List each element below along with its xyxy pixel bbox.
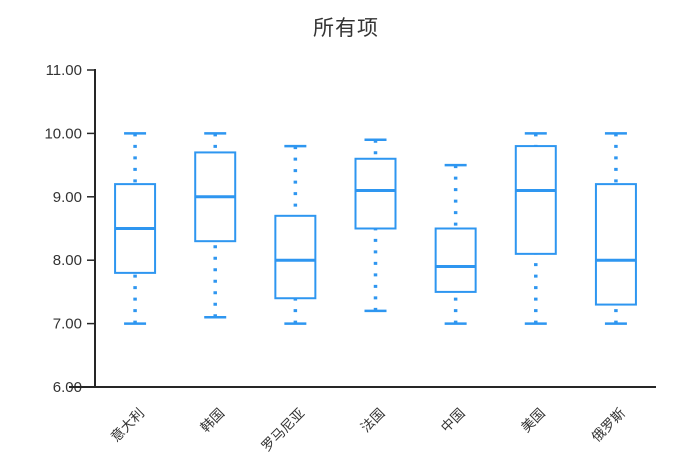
iqr-box [514, 145, 557, 255]
x-category-label: 俄罗斯 [589, 406, 628, 445]
y-tick-label: 8.00 [53, 252, 82, 269]
y-tick-label: 7.00 [53, 316, 82, 333]
iqr-box [434, 227, 477, 293]
x-category-label: 中国 [438, 406, 468, 436]
y-tick-label: 10.00 [44, 125, 82, 142]
x-category-label: 韩国 [198, 406, 228, 436]
y-tick-label: 9.00 [53, 189, 82, 206]
x-category-label: 美国 [518, 406, 548, 436]
x-category-label: 罗马尼亚 [259, 406, 308, 455]
x-category-label: 法国 [358, 406, 388, 436]
iqr-box [354, 157, 397, 230]
iqr-box [594, 183, 637, 306]
y-tick-label: 11.00 [46, 62, 82, 79]
iqr-box [274, 214, 317, 300]
x-category-label: 意大利 [107, 405, 147, 445]
chart-title: 所有项 [313, 17, 379, 40]
y-tick-label: 6.00 [53, 379, 82, 396]
